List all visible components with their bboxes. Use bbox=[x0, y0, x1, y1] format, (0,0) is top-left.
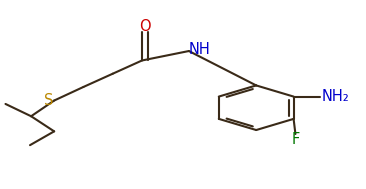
Text: O: O bbox=[139, 19, 151, 34]
Text: NH: NH bbox=[189, 42, 211, 57]
Text: F: F bbox=[291, 132, 299, 147]
Text: S: S bbox=[44, 93, 54, 108]
Text: NH₂: NH₂ bbox=[321, 89, 349, 104]
